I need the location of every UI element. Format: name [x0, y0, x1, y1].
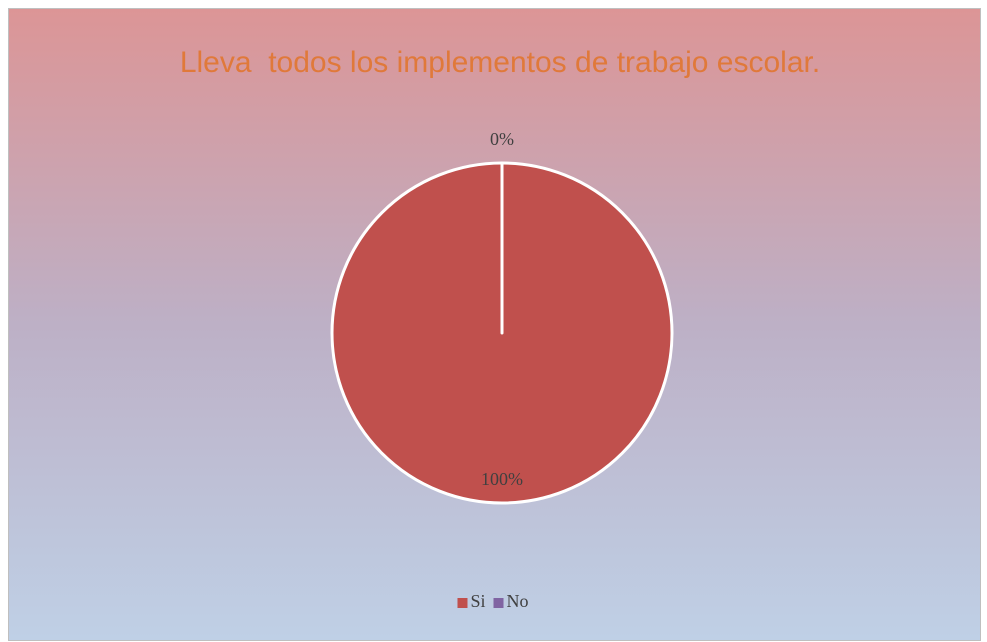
legend-swatch [457, 598, 468, 608]
legend-label: No [507, 591, 529, 611]
legend-swatch [493, 598, 504, 608]
legend-label: Si [470, 591, 485, 611]
data-label: 100% [481, 469, 523, 489]
chart-title: Lleva todos los implementos de trabajo e… [180, 46, 820, 79]
data-label: 0% [490, 129, 514, 149]
